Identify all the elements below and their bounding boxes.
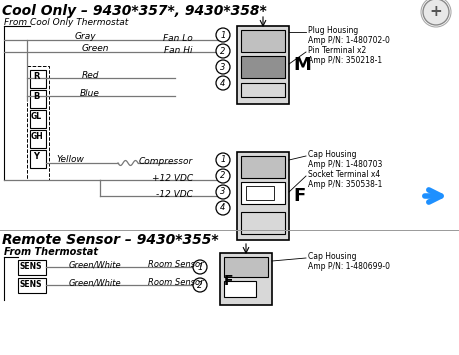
Text: Fan Lo: Fan Lo bbox=[163, 34, 193, 43]
Bar bbox=[241, 56, 285, 78]
Text: 4: 4 bbox=[220, 203, 226, 213]
Text: Remote Sensor – 9430*355*: Remote Sensor – 9430*355* bbox=[2, 233, 218, 247]
Bar bbox=[30, 150, 46, 168]
Text: Green/White: Green/White bbox=[69, 278, 121, 287]
Circle shape bbox=[216, 76, 230, 90]
Text: 3: 3 bbox=[220, 62, 226, 71]
Text: +12 VDC: +12 VDC bbox=[152, 174, 193, 183]
Text: Blue: Blue bbox=[80, 89, 100, 98]
Bar bbox=[241, 182, 285, 204]
Text: Green: Green bbox=[81, 44, 109, 53]
Text: 1: 1 bbox=[220, 31, 226, 39]
Text: Yellow: Yellow bbox=[56, 155, 84, 164]
Text: Room Sensor: Room Sensor bbox=[148, 260, 204, 269]
Bar bbox=[241, 156, 285, 178]
Text: Fan Hi: Fan Hi bbox=[164, 46, 193, 55]
Text: Gray: Gray bbox=[74, 32, 96, 41]
Text: From Cool Only Thermostat: From Cool Only Thermostat bbox=[4, 18, 128, 27]
Text: SENS: SENS bbox=[20, 262, 43, 271]
Circle shape bbox=[216, 44, 230, 58]
Text: 1: 1 bbox=[220, 155, 226, 164]
Bar bbox=[224, 257, 268, 277]
Text: M: M bbox=[293, 56, 311, 74]
Text: 4: 4 bbox=[220, 78, 226, 87]
Text: Pin Terminal x2
Amp P/N: 350218-1: Pin Terminal x2 Amp P/N: 350218-1 bbox=[308, 46, 382, 65]
Bar bbox=[30, 90, 46, 108]
Bar bbox=[220, 253, 272, 305]
Circle shape bbox=[423, 0, 449, 25]
Text: Cool Only – 9430*357*, 9430*358*: Cool Only – 9430*357*, 9430*358* bbox=[2, 4, 267, 18]
Circle shape bbox=[216, 201, 230, 215]
Circle shape bbox=[216, 169, 230, 183]
Bar bbox=[237, 152, 289, 240]
Text: 3: 3 bbox=[220, 187, 226, 197]
Text: Socket Terminal x4
Amp P/N: 350538-1: Socket Terminal x4 Amp P/N: 350538-1 bbox=[308, 170, 382, 190]
Circle shape bbox=[216, 60, 230, 74]
Bar bbox=[18, 260, 46, 275]
Bar bbox=[224, 281, 256, 297]
Text: 1: 1 bbox=[197, 262, 203, 272]
Text: -12 VDC: -12 VDC bbox=[156, 190, 193, 199]
Text: F: F bbox=[293, 187, 305, 205]
Text: Cap Housing
Amp P/N: 1-480699-0: Cap Housing Amp P/N: 1-480699-0 bbox=[308, 252, 390, 272]
Bar bbox=[18, 278, 46, 293]
Bar bbox=[30, 130, 46, 148]
Bar bbox=[30, 110, 46, 128]
Circle shape bbox=[193, 260, 207, 274]
Bar bbox=[246, 186, 274, 200]
Bar bbox=[241, 212, 285, 234]
Text: Green/White: Green/White bbox=[69, 260, 121, 269]
Bar bbox=[27, 66, 49, 180]
Bar bbox=[241, 30, 285, 52]
Text: R: R bbox=[33, 72, 39, 81]
Text: Red: Red bbox=[81, 71, 99, 80]
Text: 2: 2 bbox=[197, 280, 203, 289]
Text: Room Sensor: Room Sensor bbox=[148, 278, 204, 287]
Text: Compressor: Compressor bbox=[139, 157, 193, 166]
Text: Y: Y bbox=[33, 152, 39, 161]
Circle shape bbox=[216, 185, 230, 199]
Text: GH: GH bbox=[31, 132, 44, 141]
Bar bbox=[237, 26, 289, 104]
Text: Cap Housing
Amp P/N: 1-480703: Cap Housing Amp P/N: 1-480703 bbox=[308, 150, 382, 169]
Text: Plug Housing
Amp P/N: 1-480702-0: Plug Housing Amp P/N: 1-480702-0 bbox=[308, 26, 390, 45]
Text: B: B bbox=[33, 92, 39, 101]
Circle shape bbox=[216, 153, 230, 167]
Text: 2: 2 bbox=[220, 47, 226, 55]
Bar bbox=[30, 70, 46, 88]
Text: +: + bbox=[430, 5, 442, 20]
Bar bbox=[241, 83, 285, 97]
Text: SENS: SENS bbox=[20, 280, 43, 289]
Circle shape bbox=[216, 28, 230, 42]
Circle shape bbox=[193, 278, 207, 292]
Text: GL: GL bbox=[31, 112, 42, 121]
Text: F: F bbox=[224, 274, 234, 288]
Text: 2: 2 bbox=[220, 171, 226, 180]
Text: From Thermostat: From Thermostat bbox=[4, 247, 98, 257]
